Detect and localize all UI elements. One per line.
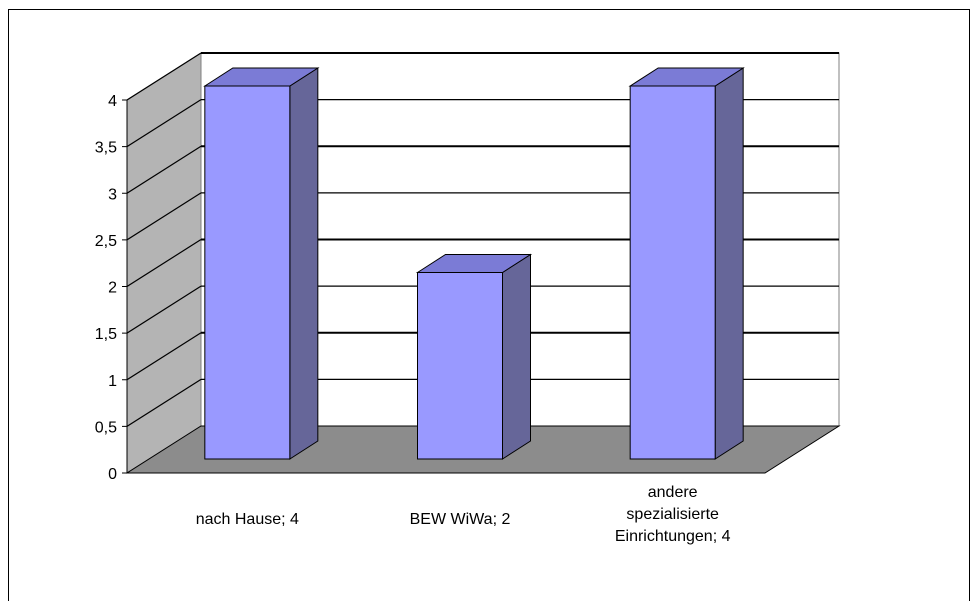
x-tick-label: nach Hause; 4: [196, 511, 299, 528]
bar-side: [289, 67, 319, 460]
gridline-side: [126, 145, 202, 194]
gridline-side: [126, 378, 202, 427]
bars: [203, 67, 745, 460]
y-tick-label: 1: [108, 373, 117, 390]
y-tick-label: 0: [108, 466, 117, 483]
x-tick-label: spezialisierte: [626, 506, 719, 523]
gridline-side: [126, 99, 202, 148]
gridline-side: [126, 238, 202, 288]
gridline-side: [126, 192, 202, 241]
bar-side: [714, 67, 744, 460]
y-tick-label: 2,5: [95, 233, 117, 250]
x-tick-label: andere: [648, 484, 698, 501]
x-axis: nach Hause; 4 BEW WiWa; 2 andere spezialisi…: [127, 472, 765, 545]
x-tick-label: Einrichtungen; 4: [615, 528, 731, 545]
gridline-side: [126, 332, 202, 381]
bar: [415, 253, 533, 460]
y-tick-label: 3: [108, 186, 117, 203]
bar: [628, 67, 745, 460]
gridline-side: [126, 285, 202, 334]
y-tick-label: 4: [108, 93, 117, 110]
bar-front: [629, 85, 716, 460]
bar: [203, 67, 320, 460]
y-tick-label: 2: [108, 280, 117, 297]
y-tick-label: 3,5: [95, 140, 117, 157]
gridline-side: [126, 52, 202, 101]
y-axis: 0 0,5 1 1,5 2 2,5 3 3,5 4: [95, 93, 128, 483]
x-tick-label: BEW WiWa; 2: [410, 511, 511, 528]
y-tick-label: 1,5: [95, 326, 117, 343]
chart-frame: [8, 9, 970, 601]
y-tick-label: 0,5: [95, 419, 117, 436]
bar-front: [204, 85, 291, 460]
bar-side: [502, 253, 531, 460]
bar-front: [417, 272, 503, 460]
